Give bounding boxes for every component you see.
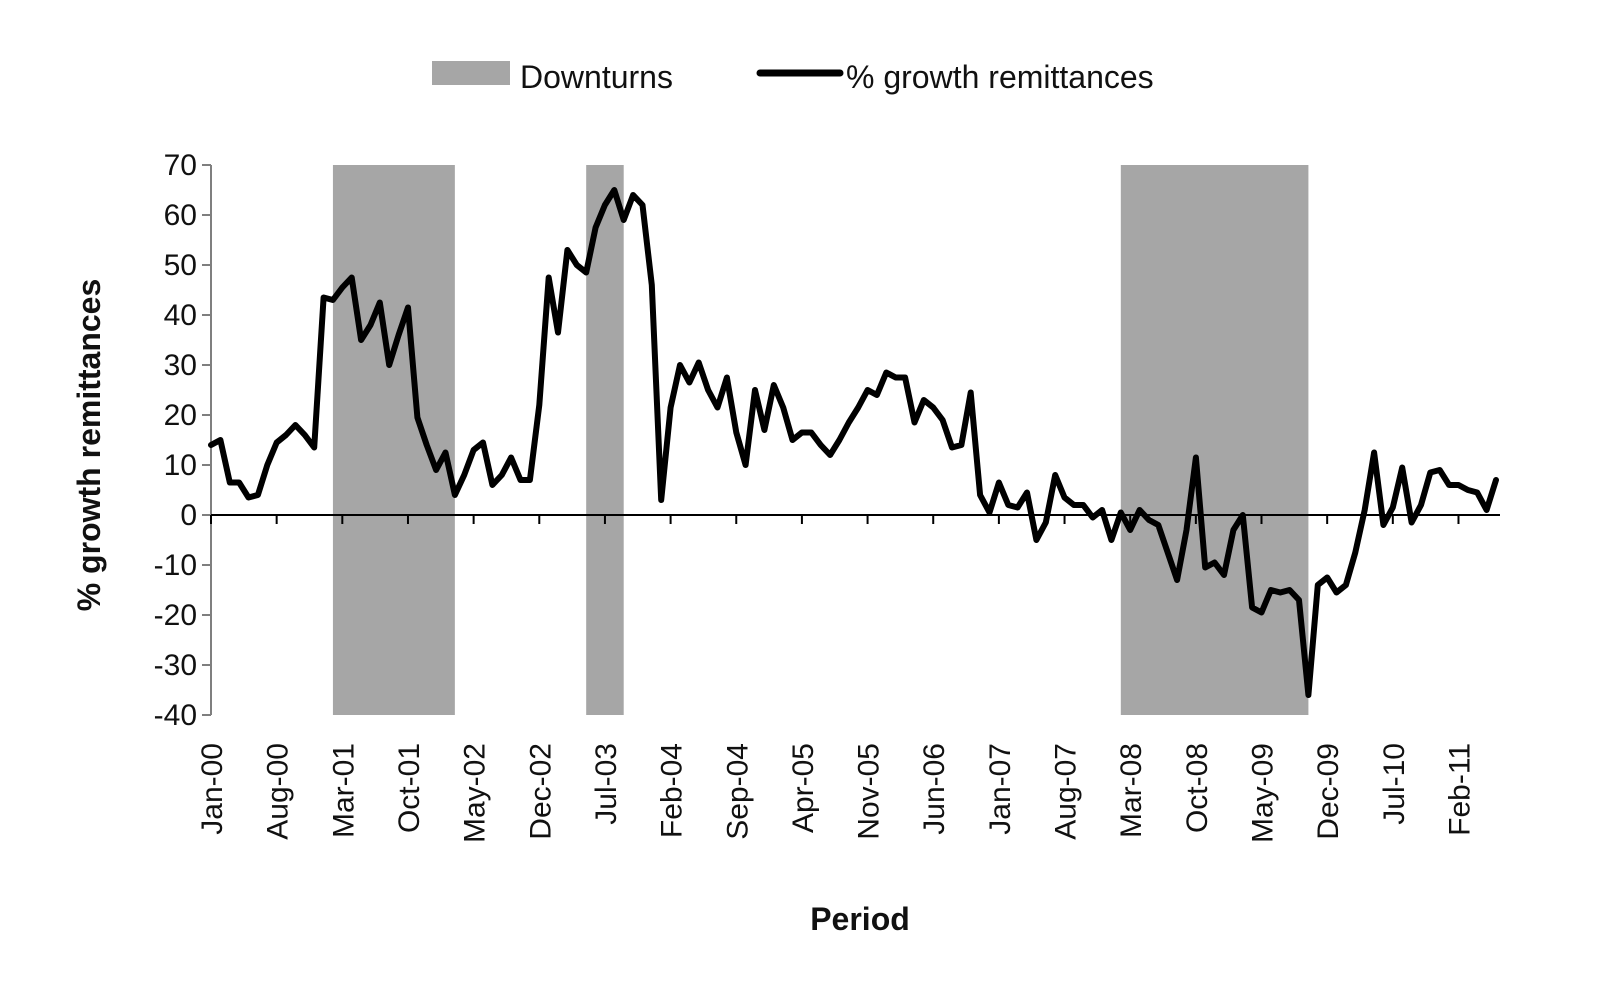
y-tick-label-70: 70 <box>164 149 197 182</box>
series-layer <box>208 187 1499 698</box>
x-tick-label-9: Sep-04 <box>721 743 754 840</box>
downturn-region-3 <box>1120 165 1309 715</box>
x-tick-label-4: Oct-01 <box>393 743 426 833</box>
downturn-regions <box>332 165 1309 715</box>
x-tick-label-8: Feb-04 <box>656 743 689 838</box>
y-tick-label-60: 60 <box>164 199 197 232</box>
y-tick-label-10: 10 <box>164 449 197 482</box>
downturn-region-1 <box>332 165 455 715</box>
x-tick-label-19: Jul-10 <box>1378 743 1411 825</box>
legend: Downturns % growth remittances <box>432 59 1154 95</box>
x-tick-label-17: May-09 <box>1247 743 1280 843</box>
x-tick-label-14: Aug-07 <box>1050 743 1083 840</box>
y-tick-label-20: 20 <box>164 399 197 432</box>
legend-label-growth: % growth remittances <box>846 59 1154 95</box>
y-tick-label-30: 30 <box>164 349 197 382</box>
x-tick-label-11: Nov-05 <box>853 743 886 840</box>
legend-swatch-downturns <box>432 61 510 85</box>
legend-label-downturns: Downturns <box>520 59 673 95</box>
x-tick-label-7: Jul-03 <box>590 743 623 825</box>
x-tick-label-3: Mar-01 <box>327 743 360 838</box>
y-tick-label--20: -20 <box>154 599 197 632</box>
x-axis-title: Period <box>810 901 910 937</box>
y-axis-title: % growth remittances <box>71 279 107 612</box>
y-tick-label-40: 40 <box>164 299 197 332</box>
y-tick-label--30: -30 <box>154 649 197 682</box>
x-tick-label-15: Mar-08 <box>1115 743 1148 838</box>
x-tick-label-16: Oct-08 <box>1181 743 1214 833</box>
series-line-growth-remittances <box>208 187 1499 698</box>
x-tick-label-13: Jan-07 <box>984 743 1017 835</box>
axis-labels: Period % growth remittances <box>71 279 910 937</box>
y-tick-label-50: 50 <box>164 249 197 282</box>
y-tick-label-0: 0 <box>180 499 197 532</box>
x-tick-label-2: Aug-00 <box>262 743 295 840</box>
x-tick-label-5: May-02 <box>459 743 492 843</box>
x-tick-label-6: Dec-02 <box>524 743 557 840</box>
x-tick-label-1: Jan-00 <box>196 743 229 835</box>
x-tick-label-20: Feb-11 <box>1443 743 1476 836</box>
y-tick-label--40: -40 <box>154 699 197 732</box>
x-tick-label-12: Jun-06 <box>918 743 951 835</box>
x-tick-label-18: Dec-09 <box>1312 743 1345 840</box>
x-tick-label-10: Apr-05 <box>787 743 820 833</box>
axes: 70 60 50 40 30 20 10 0 -10 -20 -30 -40 Jan-00 Aug-00 M… <box>154 149 1500 843</box>
y-tick-label--10: -10 <box>154 549 197 582</box>
